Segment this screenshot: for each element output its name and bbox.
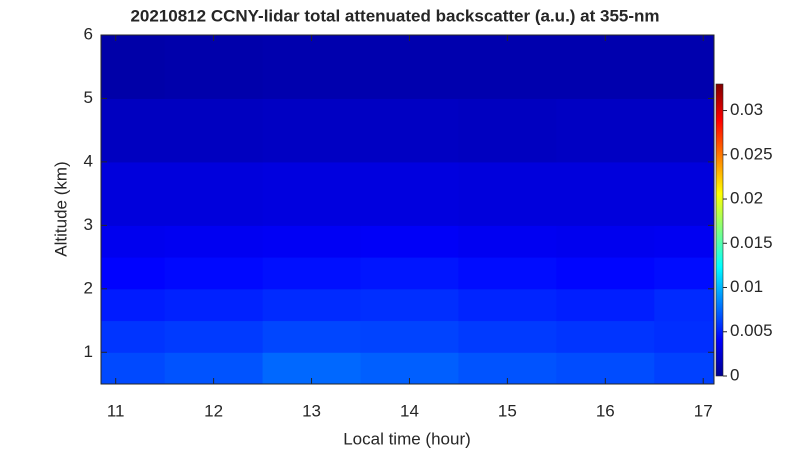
heatmap-cell <box>458 161 557 226</box>
colorbar-tick-label: 0.005 <box>730 321 773 340</box>
heatmap-cell <box>654 257 715 290</box>
heatmap-cell <box>458 288 557 322</box>
heatmap-cell <box>164 35 264 99</box>
colorbar-tick-label: 0.03 <box>730 100 763 119</box>
heatmap-cell <box>101 98 166 163</box>
colorbar-tick-label: 0.02 <box>730 189 763 208</box>
chart-title: 20210812 CCNY-lidar total attenuated bac… <box>130 6 659 25</box>
heatmap-cell <box>360 35 459 99</box>
y-tick-label: 5 <box>84 88 93 107</box>
y-tick-label: 2 <box>84 278 93 297</box>
heatmap-cell <box>164 225 264 258</box>
heatmap-cell <box>262 288 361 322</box>
heatmap-cell <box>556 98 655 163</box>
heatmap-cell <box>360 98 459 163</box>
y-axis-label: Altitude (km) <box>51 161 70 256</box>
heatmap-cell <box>360 257 459 290</box>
x-tick-label: 11 <box>107 401 125 420</box>
heatmap-cell <box>556 35 655 99</box>
heatmap-cell <box>458 35 557 99</box>
x-axis-label: Local time (hour) <box>343 429 471 448</box>
y-tick-label: 4 <box>84 151 93 170</box>
heatmap-cell <box>164 320 264 353</box>
x-tick-label: 13 <box>302 401 321 420</box>
colorbar-tick-label: 0.015 <box>730 233 773 252</box>
heatmap-cell <box>654 288 715 322</box>
colorbar-tick-label: 0.025 <box>730 144 773 163</box>
x-tick-label: 17 <box>694 401 713 420</box>
heatmap-cell <box>556 288 655 322</box>
y-tick-label: 6 <box>84 24 93 43</box>
heatmap-cell <box>654 35 715 99</box>
heatmap-cell <box>556 225 655 258</box>
heatmap-cell <box>360 320 459 353</box>
colorbar-tick-label: 0.01 <box>730 277 763 296</box>
heatmap-cell <box>262 320 361 353</box>
x-tick-label: 16 <box>596 401 615 420</box>
heatmap-cell <box>262 257 361 290</box>
heatmap-cell <box>262 225 361 258</box>
plot-frame <box>100 34 715 385</box>
heatmap-cell <box>654 320 715 353</box>
heatmap-cell <box>360 161 459 226</box>
y-tick-label: 1 <box>84 342 93 361</box>
heatmap-cell <box>458 257 557 290</box>
heatmap-cell <box>654 161 715 226</box>
heatmap-cell <box>556 161 655 226</box>
x-tick-label: 15 <box>498 401 517 420</box>
heatmap-cell <box>101 225 166 258</box>
heatmap-cell <box>556 257 655 290</box>
heatmap-cell <box>164 257 264 290</box>
heatmap-cell <box>654 225 715 258</box>
heatmap-cell <box>101 257 166 290</box>
heatmap-cell <box>360 288 459 322</box>
heatmap-cell <box>164 98 264 163</box>
heatmap-cell <box>101 288 166 322</box>
y-tick-label: 3 <box>84 215 93 234</box>
x-tick-label: 14 <box>400 401 419 420</box>
heatmap-cell <box>458 320 557 353</box>
heatmap-cell <box>101 352 166 385</box>
colorbar <box>715 83 724 377</box>
heatmap-cell <box>101 35 166 99</box>
x-tick-label: 12 <box>204 401 223 420</box>
heatmap-cell <box>654 98 715 163</box>
heatmap-cell <box>262 35 361 99</box>
heatmap-cell <box>164 288 264 322</box>
heatmap-cell <box>556 320 655 353</box>
heatmap-cell <box>458 98 557 163</box>
heatmap-cell <box>360 225 459 258</box>
heatmap-cell <box>101 320 166 353</box>
heatmap-cell <box>262 161 361 226</box>
colorbar-tick-label: 0 <box>730 365 739 384</box>
heatmap-cell <box>458 225 557 258</box>
heatmap-cell <box>101 161 166 226</box>
heatmap-cell <box>654 352 715 385</box>
heatmap-cell <box>262 98 361 163</box>
heatmap <box>101 35 715 385</box>
heatmap-cell <box>164 161 264 226</box>
